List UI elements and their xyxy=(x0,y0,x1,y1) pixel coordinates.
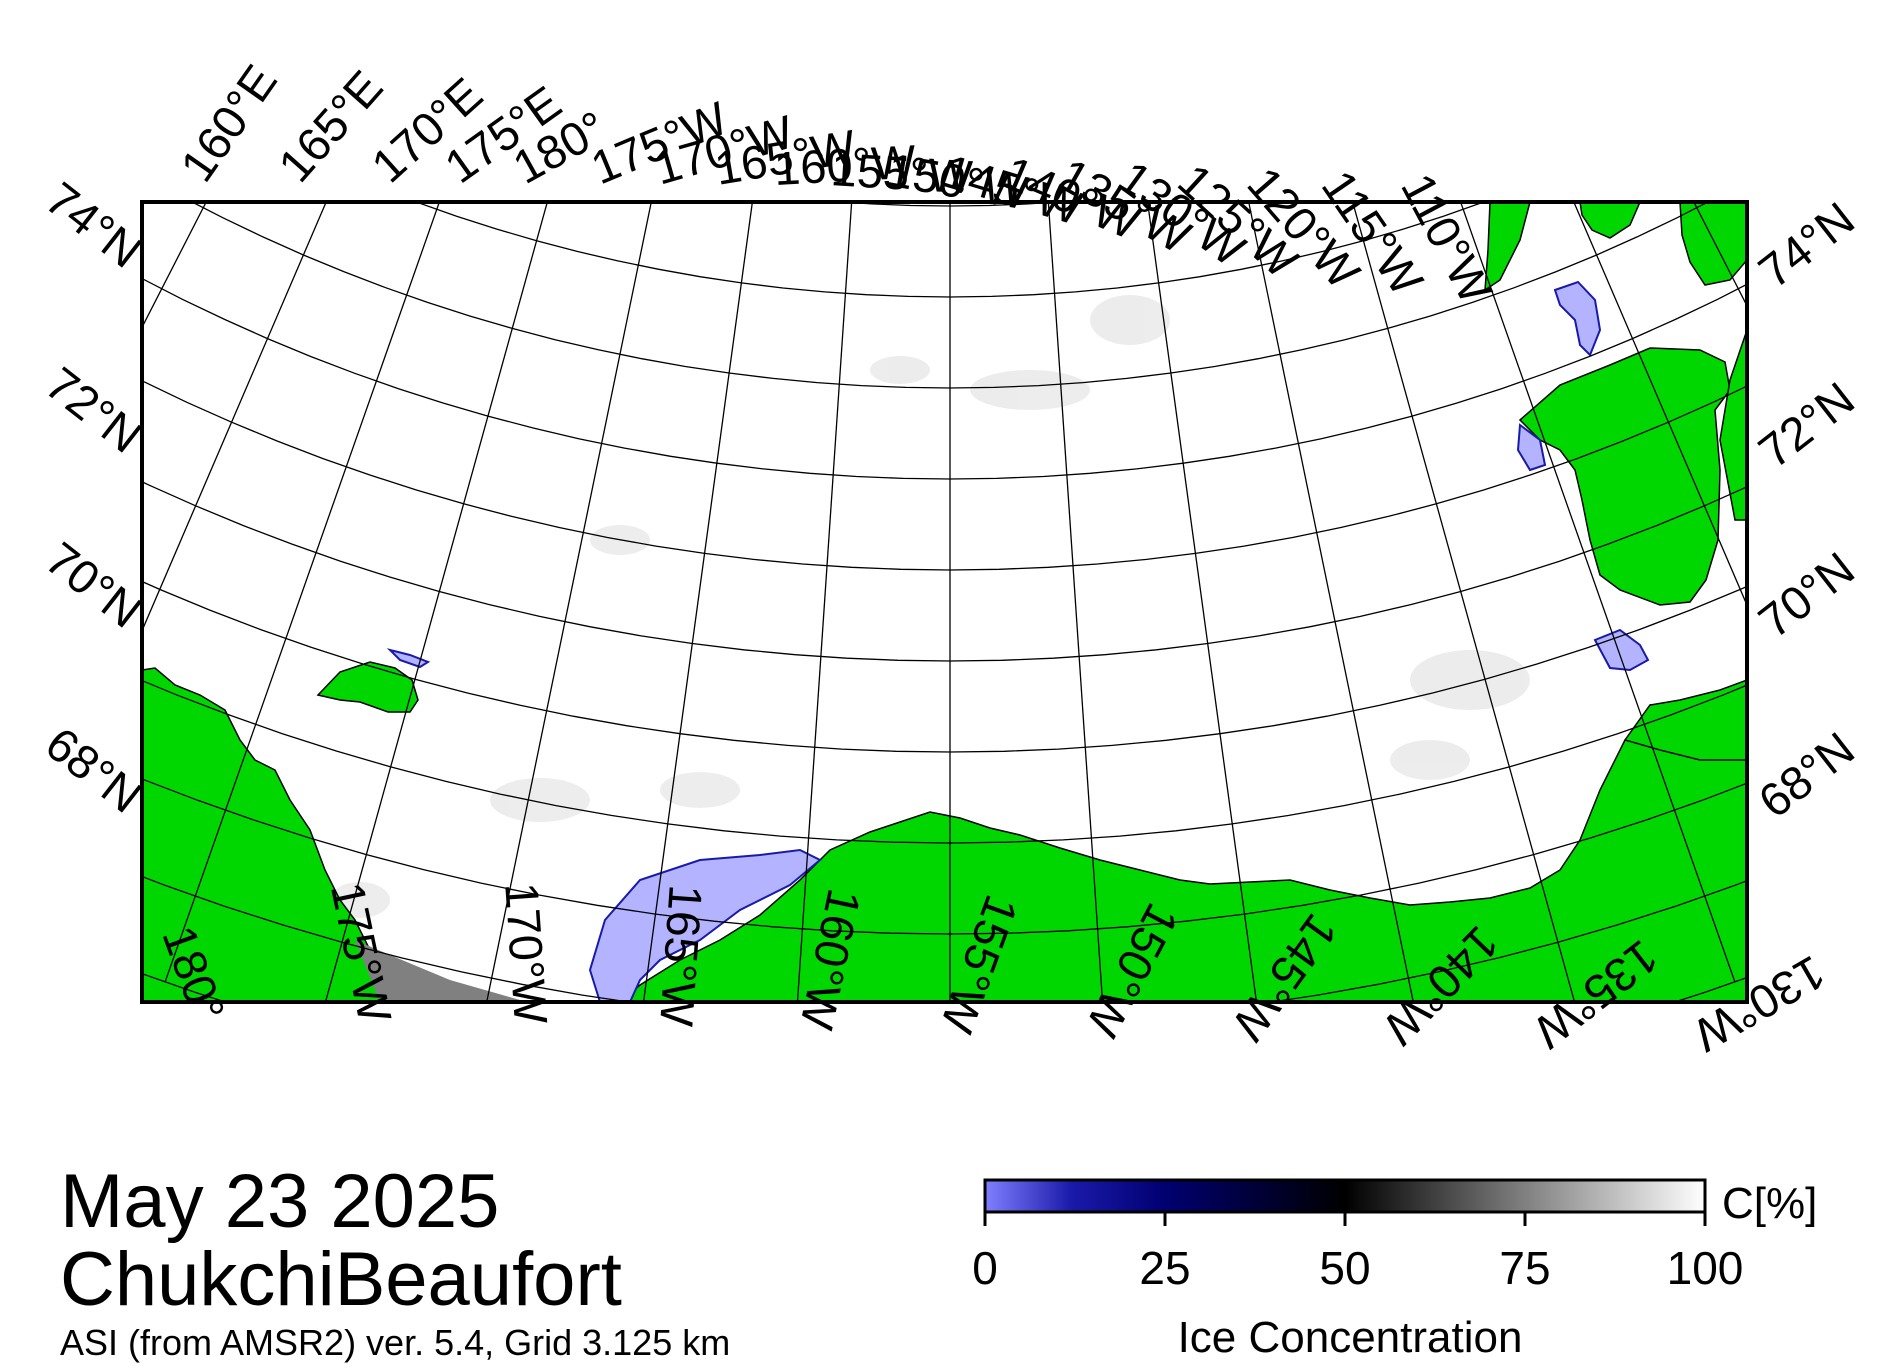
right-lat-label: 70°N xyxy=(1749,541,1864,647)
bottom-lon-label: 165°W xyxy=(650,883,713,1029)
left-lat-label: 70°N xyxy=(36,531,151,637)
low-ice-kotzebue xyxy=(588,848,822,1002)
latitude-line xyxy=(0,0,1890,115)
low-ice-banks xyxy=(1516,423,1547,472)
land-northern-islands-2 xyxy=(1579,202,1641,239)
no-data-area xyxy=(355,940,520,1002)
top-lon-label: 160°E xyxy=(170,55,287,191)
colorbar-tick-label: 0 xyxy=(972,1242,998,1294)
meridian-line xyxy=(1874,0,1890,379)
left-latitude-labels: 74°N 72°N 70°N 68°N xyxy=(36,171,151,822)
meridian-line xyxy=(1352,202,1576,1002)
top-lon-label: 160°W xyxy=(773,135,918,195)
left-lat-label: 72°N xyxy=(36,356,151,462)
right-latitude-labels: 74°N 72°N 70°N 68°N xyxy=(1749,191,1864,827)
bottom-lon-label: 170°W xyxy=(495,881,558,1027)
meridian-line xyxy=(1146,202,1258,1002)
meridian-line xyxy=(324,202,548,1002)
source-text: ASI (from AMSR2) ver. 5.4, Grid 3.125 km xyxy=(60,1322,731,1363)
low-ice-north xyxy=(1553,280,1602,357)
colorbar-gradient xyxy=(983,1178,1707,1214)
meridian-line xyxy=(1459,202,1736,983)
colorbar-tick-label: 25 xyxy=(1139,1242,1190,1294)
right-lat-label: 68°N xyxy=(1749,721,1864,827)
land-mackenzie xyxy=(1623,679,1747,761)
colorbar-tick-label: 100 xyxy=(1667,1242,1744,1294)
meridian-line xyxy=(486,202,652,1002)
low-ice-wrangel xyxy=(386,648,431,669)
colorbar-tick-label: 50 xyxy=(1319,1242,1370,1294)
land-wrangel-island xyxy=(316,661,419,713)
meridian-line xyxy=(0,0,26,379)
meridian-line xyxy=(642,202,754,1002)
left-lat-label: 74°N xyxy=(36,171,151,277)
meridian-line xyxy=(1573,202,1747,607)
colorbar-tick-label: 75 xyxy=(1499,1242,1550,1294)
top-lon-label: 155°W xyxy=(829,142,974,204)
right-lat-label: 72°N xyxy=(1749,371,1864,477)
meridian-line xyxy=(1747,0,1890,595)
colorbar-label: Ice Concentration xyxy=(1178,1313,1523,1362)
top-lon-label: 165°E xyxy=(268,60,393,191)
meridian-line xyxy=(1248,202,1414,1002)
land-northern-islands xyxy=(1484,202,1531,292)
colorbar-unit: C[%] xyxy=(1722,1179,1817,1228)
map-frame xyxy=(140,200,1749,1004)
land-northern-islands-3 xyxy=(1679,202,1747,286)
meridian-line xyxy=(142,202,327,633)
right-lat-label: 74°N xyxy=(1749,191,1864,297)
left-lat-label: 68°N xyxy=(36,716,151,822)
land-victoria-island xyxy=(1719,329,1747,521)
date-title: May 23 2025 xyxy=(60,1159,500,1244)
land-banks-island xyxy=(1518,347,1731,606)
colorbar: 0 25 50 75 100 C[%] Ice Concentration xyxy=(972,1178,1817,1362)
colorbar-ticks: 0 25 50 75 100 xyxy=(972,1212,1743,1294)
latitude-line xyxy=(0,0,1890,24)
graticule xyxy=(0,0,1890,1002)
meridian-line xyxy=(0,0,153,595)
meridian-line xyxy=(164,202,441,983)
region-title: ChukchiBeaufort xyxy=(60,1237,622,1322)
